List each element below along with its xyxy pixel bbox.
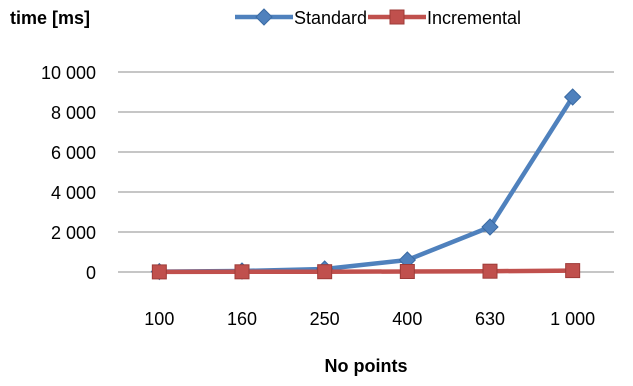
gridlines [118, 71, 614, 233]
legend-label: Standard [294, 8, 367, 28]
series-line [159, 268, 573, 275]
y-tick-label: 0 [86, 263, 96, 283]
data-point [317, 264, 333, 280]
x-tick-label: 400 [392, 309, 422, 329]
legend: Standard Incremental [235, 8, 521, 28]
data-point [563, 88, 582, 106]
data-point [565, 263, 581, 279]
data-point [481, 218, 499, 236]
x-tick-label: 250 [310, 309, 340, 329]
legend-marker [255, 8, 273, 26]
x-tick-label: 100 [144, 309, 174, 329]
series-line [159, 95, 575, 274]
x-tick-label: 1 000 [550, 309, 595, 329]
legend-label: Incremental [427, 8, 521, 28]
legend-marker [389, 9, 405, 25]
y-tick-label: 8 000 [51, 103, 96, 123]
y-tick-label: 6 000 [51, 143, 96, 163]
data-point [234, 264, 250, 280]
legend-item-incremental: Incremental [368, 8, 521, 28]
series-layer [150, 88, 582, 281]
legend-item-standard: Standard [235, 8, 367, 28]
y-tick-label: 2 000 [51, 223, 96, 243]
series-standard [150, 88, 582, 281]
x-tick-label: 630 [475, 309, 505, 329]
y-axis-label: time [ms] [10, 8, 90, 28]
data-point [151, 264, 167, 280]
data-point [399, 264, 415, 279]
axes: 0 2 000 4 000 6 000 8 000 10 000 100 160 250 400 6… [41, 63, 614, 329]
data-point [482, 263, 498, 279]
x-tick-label: 160 [227, 309, 257, 329]
x-axis-label: No points [325, 356, 408, 376]
y-tick-label: 10 000 [41, 63, 96, 83]
series-incremental [151, 263, 581, 280]
y-tick-label: 4 000 [51, 183, 96, 203]
